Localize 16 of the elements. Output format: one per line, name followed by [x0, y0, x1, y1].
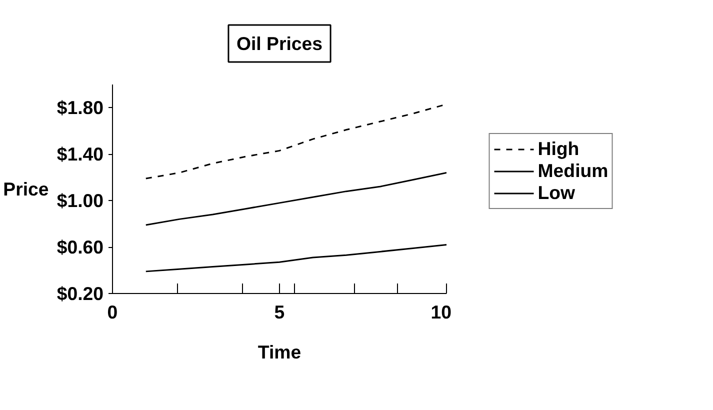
- x-axis-title: Time: [258, 342, 302, 362]
- legend-label: Low: [538, 182, 576, 204]
- y-tick-label: $0.60: [56, 236, 104, 258]
- x-tick-label: 5: [274, 302, 285, 322]
- y-tick-label: $0.20: [56, 283, 104, 304]
- y-tick-label: $1.00: [56, 190, 104, 212]
- legend-label: Medium: [538, 160, 608, 182]
- line-series: [145, 244, 446, 272]
- x-tick-label: 10: [430, 302, 452, 322]
- y-tick-label: $1.80: [56, 97, 104, 118]
- y-tick-label: $1.40: [56, 144, 104, 165]
- line-series: [145, 172, 446, 226]
- chart-title: Oil Prices: [236, 33, 323, 54]
- x-tick-label: 0: [107, 302, 118, 322]
- legend-label: High: [538, 138, 580, 160]
- y-axis-title: Price: [3, 178, 49, 200]
